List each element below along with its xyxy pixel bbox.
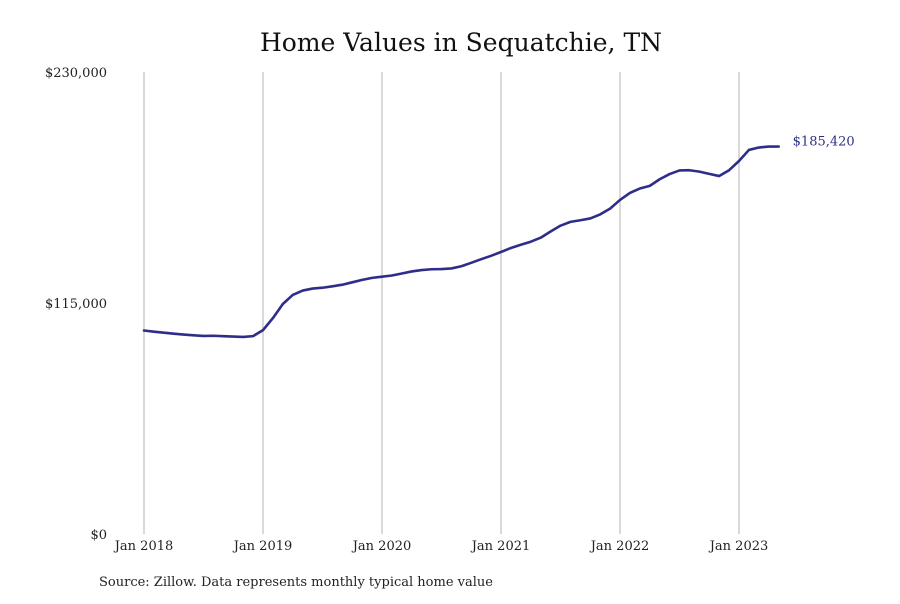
end-value-label: $185,420 (793, 135, 855, 150)
series-line (142, 145, 780, 339)
series-layer: $185,420 (142, 135, 855, 339)
chart-title: Home Values in Sequatchie, TN (260, 28, 662, 57)
x-tick-label: Jan 2019 (232, 539, 293, 554)
x-tick-label: Jan 2018 (113, 539, 174, 554)
x-tick-label: Jan 2021 (470, 539, 531, 554)
x-tick-label: Jan 2023 (708, 539, 769, 554)
vertical-grid (143, 72, 740, 534)
y-axis: $0 $115,000 $230,000 (45, 66, 107, 543)
y-tick-label: $115,000 (45, 297, 107, 312)
x-axis: Jan 2018 Jan 2019 Jan 2020 Jan 2021 Jan 2022… (113, 539, 769, 554)
x-tick-label: Jan 2020 (351, 539, 412, 554)
source-note: Source: Zillow. Data represents monthly … (99, 575, 493, 590)
y-tick-label: $0 (90, 528, 107, 543)
x-tick-label: Jan 2022 (589, 539, 650, 554)
y-tick-label: $230,000 (45, 66, 107, 81)
